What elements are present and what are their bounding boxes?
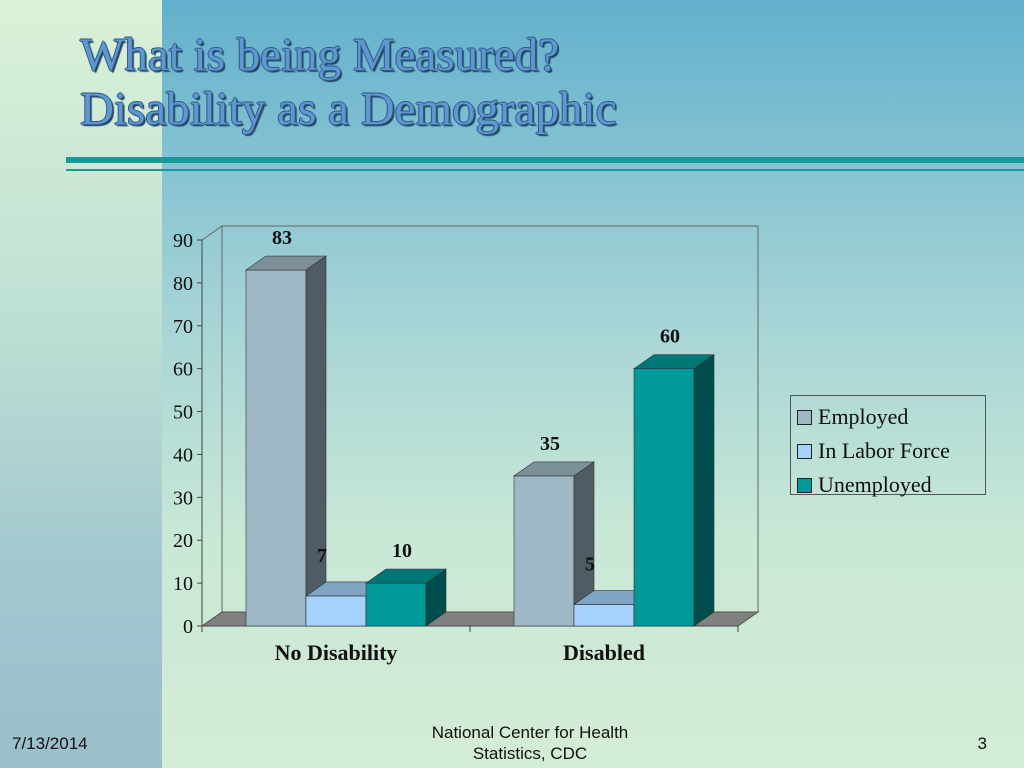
title-line-1: What is being Measured? [80, 29, 559, 81]
legend-item-unemployed: Unemployed [797, 468, 985, 502]
legend-label-employed: Employed [818, 404, 909, 429]
bar-top [633, 354, 715, 369]
bar-employed [245, 255, 327, 627]
legend-label-unemployed: Unemployed [818, 472, 932, 497]
bar-front [305, 595, 367, 627]
data-label: 60 [660, 326, 680, 348]
legend-label-in-labor-force: In Labor Force [818, 438, 950, 463]
legend-swatch-employed [797, 409, 812, 425]
legend-swatch-in-labor-force [797, 443, 812, 459]
y-tick-label: 80 [173, 273, 193, 295]
title-rule-thick [66, 157, 1024, 163]
footer-source-line-1: National Center for Health [431, 723, 629, 742]
legend-swatch-unemployed [797, 477, 812, 493]
bar-top [513, 461, 595, 477]
title-rule-thin [66, 169, 1024, 171]
y-tick-label: 90 [173, 230, 193, 252]
slide-title: What is being Measured? Disability as a … [80, 28, 616, 136]
bar-top [365, 568, 447, 584]
y-tick-label: 40 [173, 444, 193, 466]
y-tick-label: 20 [173, 530, 193, 552]
bar-employed [513, 461, 595, 627]
y-tick-label: 30 [173, 487, 193, 509]
data-label: 5 [585, 554, 595, 576]
legend-item-employed: Employed [797, 400, 985, 434]
bar-unemployed [365, 568, 447, 627]
chart-side-wall [201, 225, 223, 627]
bar-front [245, 269, 307, 627]
left-accent-panel [0, 0, 162, 768]
page-number: 3 [977, 734, 987, 753]
bar-front [573, 604, 635, 627]
bar-side [305, 255, 327, 627]
y-tick-label: 70 [173, 316, 193, 338]
y-tick-label: 10 [173, 573, 193, 595]
bar-top [245, 255, 327, 271]
data-label: 10 [392, 540, 412, 562]
bar-front [365, 582, 427, 627]
data-label: 83 [272, 227, 292, 249]
y-tick-label: 50 [173, 402, 193, 424]
chart-legend: Employed In Labor Force Unemployed [790, 395, 986, 497]
data-label: 35 [540, 433, 560, 455]
bar-unemployed [633, 354, 715, 627]
data-label: 7 [317, 545, 327, 567]
footer-date: 7/13/2014 [12, 734, 88, 753]
footer-source-line-2: Statistics, CDC [472, 744, 588, 763]
bar-front [633, 368, 695, 627]
bar-side [693, 354, 715, 627]
y-tick-label: 60 [173, 359, 193, 381]
y-tick-label: 0 [183, 616, 193, 638]
footer-source: National Center for Health Statistics, C… [400, 722, 660, 764]
title-line-2: Disability as a Demographic [80, 83, 617, 135]
x-category-label: No Disability [275, 640, 398, 665]
bar-front [513, 475, 575, 627]
legend-item-in-labor-force: In Labor Force [797, 434, 985, 468]
x-category-label: Disabled [563, 640, 645, 665]
